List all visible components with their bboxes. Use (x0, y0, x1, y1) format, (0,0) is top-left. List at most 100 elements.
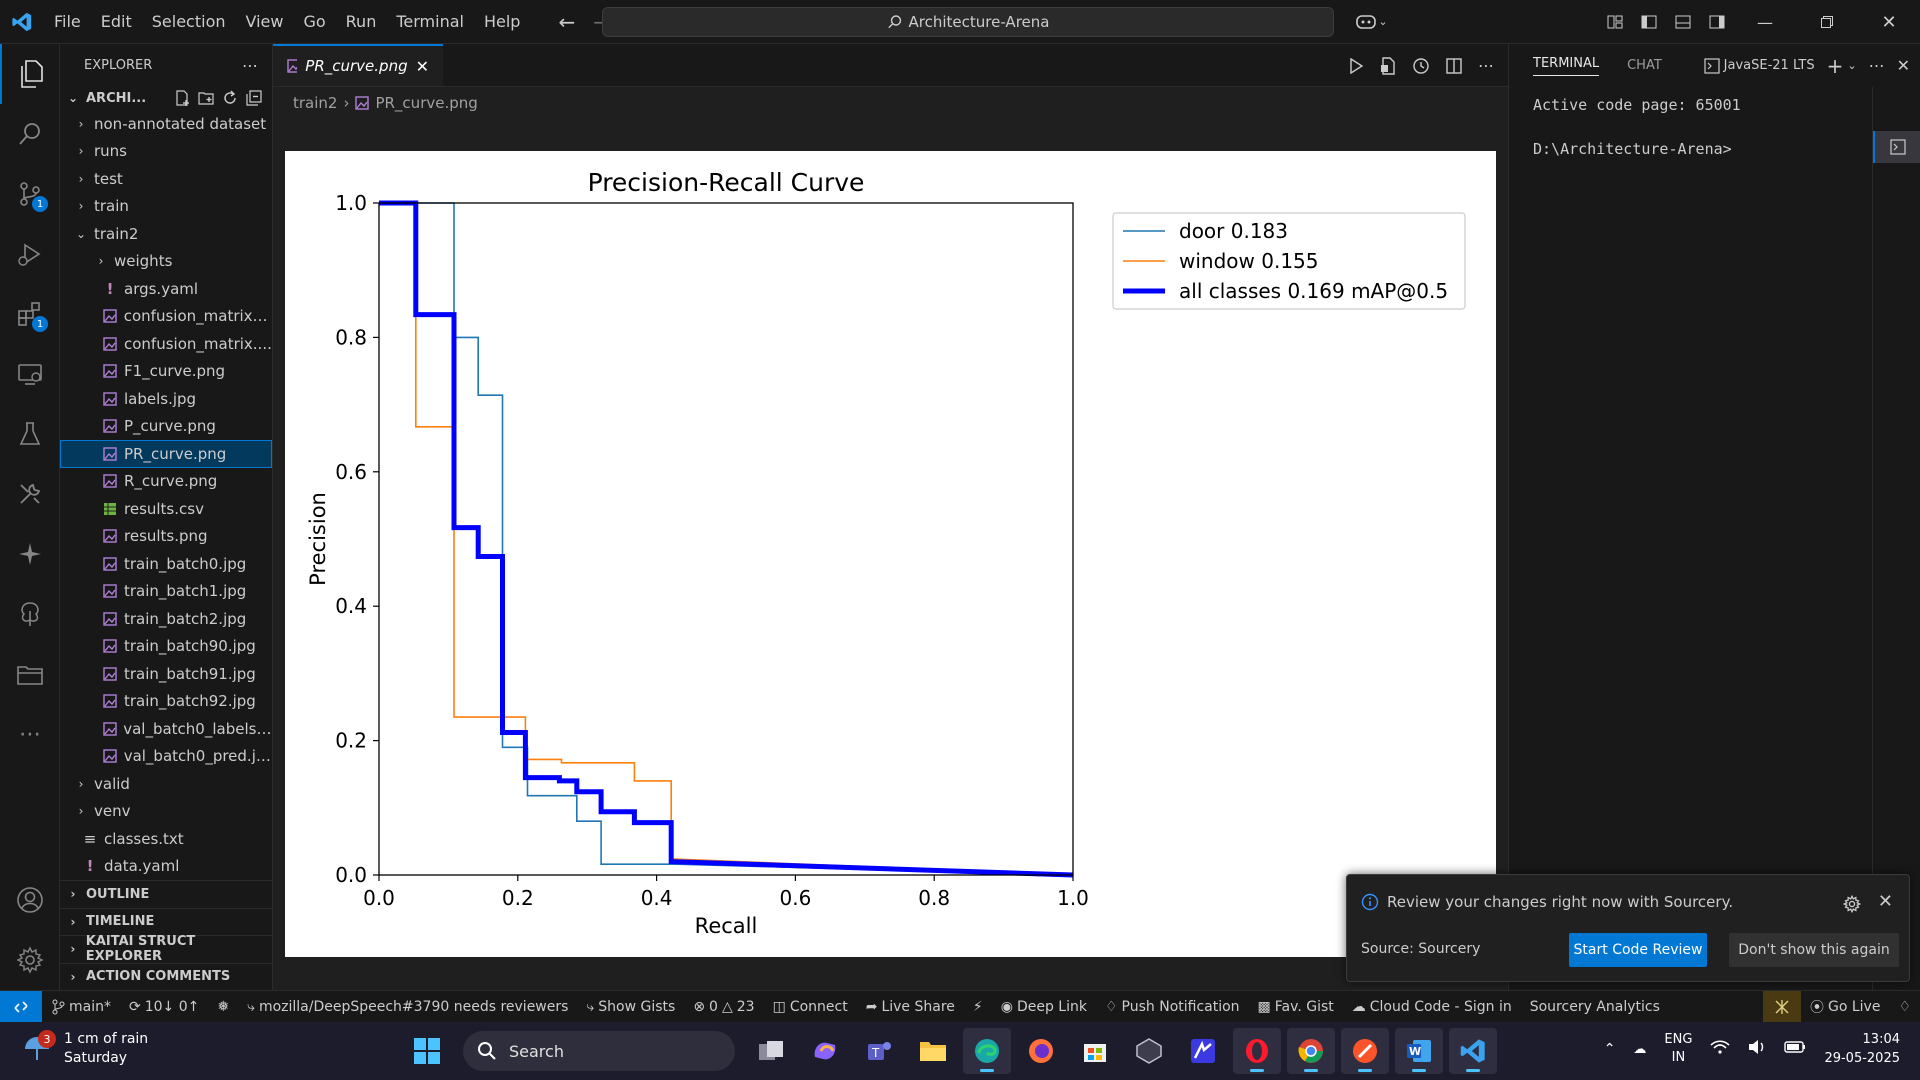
show-gists[interactable]: ⤷ Show Gists (577, 999, 684, 1015)
firefox-icon[interactable] (1017, 1028, 1065, 1074)
tree-folder[interactable]: › venv (60, 798, 272, 826)
tree-file[interactable]: F1_curve.png (60, 358, 272, 386)
tree-folder[interactable]: › train (60, 193, 272, 221)
menu-selection[interactable]: Selection (151, 11, 226, 31)
close-window-icon[interactable]: ✕ (1881, 11, 1897, 33)
restore-icon[interactable] (1796, 0, 1858, 44)
menu-view[interactable]: View (245, 11, 284, 31)
tree-file[interactable]: train_batch91.jpg (60, 660, 272, 688)
weather-widget[interactable]: 3 1 cm of rain Saturday (22, 1030, 148, 1068)
terminal-instance-icon[interactable] (1873, 131, 1920, 163)
tab-chat[interactable]: CHAT (1627, 58, 1662, 73)
editor-more-icon[interactable]: ⋯ (1478, 56, 1494, 75)
tab-terminal[interactable]: TERMINAL (1533, 56, 1600, 76)
pull-request[interactable]: ⤷ mozilla/DeepSpeech#3790 needs reviewer… (238, 999, 577, 1015)
tree-folder[interactable]: › valid (60, 770, 272, 798)
tree-file[interactable]: ≡ classes.txt (60, 825, 272, 853)
go-live[interactable]: ⦿ Go Live (1801, 997, 1889, 1017)
clock[interactable]: 13:04 29-05-2025 (1824, 1030, 1900, 1068)
battery-icon[interactable] (1784, 1040, 1806, 1058)
taskbar-search[interactable]: Search (463, 1031, 735, 1071)
more-icon[interactable]: ⋯ (19, 721, 41, 747)
terminal-output[interactable]: Active code page: 65001 D:\Architecture-A… (1533, 94, 1741, 160)
tree-file[interactable]: train_batch90.jpg (60, 633, 272, 661)
tree-file[interactable]: results.csv (60, 495, 272, 523)
language-indicator[interactable]: ENG IN (1664, 1031, 1692, 1067)
tree-folder[interactable]: ⌄ train2 (60, 220, 272, 248)
menu-run[interactable]: Run (345, 11, 377, 31)
onedrive-offline-icon[interactable]: ☁ (1633, 1041, 1647, 1057)
tree-file[interactable]: val_batch0_labels.j... (60, 715, 272, 743)
copilot-icon[interactable] (1346, 0, 1386, 44)
terminal-chevron-down-icon[interactable]: ⌄ (1847, 59, 1857, 72)
section-timeline[interactable]: › TIMELINE (60, 907, 273, 936)
collapse-all-icon[interactable] (246, 90, 262, 106)
tools-icon[interactable] (0, 464, 60, 524)
terminal-shell-label[interactable]: JavaSE-21 LTS (1723, 58, 1815, 73)
chrome-icon[interactable] (1287, 1028, 1335, 1074)
split-editor-icon[interactable] (1446, 57, 1462, 74)
tree-file[interactable]: train_batch0.jpg (60, 550, 272, 578)
dont-show-again-button[interactable]: Don't show this again (1729, 933, 1899, 967)
push-notification[interactable]: ♢ Push Notification (1096, 999, 1249, 1015)
breadcrumb-file[interactable]: PR_curve.png (375, 94, 478, 112)
new-file-icon[interactable] (174, 90, 190, 106)
copilot-app-icon[interactable] (801, 1028, 849, 1074)
menu-file[interactable]: File (54, 11, 81, 31)
tray-chevron-up-icon[interactable]: ⌃ (1603, 1041, 1616, 1057)
menu-edit[interactable]: Edit (100, 11, 132, 31)
panel-more-icon[interactable]: ⋯ (1868, 56, 1885, 75)
new-terminal-plus-icon[interactable]: + (1826, 53, 1844, 78)
notifications-bell-icon[interactable]: ♢ (1898, 998, 1911, 1015)
menu-help[interactable]: Help (483, 11, 521, 31)
run-icon[interactable] (1348, 57, 1364, 74)
tree-file[interactable]: ! args.yaml (60, 275, 272, 303)
close-tab-icon[interactable]: ✕ (415, 56, 429, 76)
close-panel-icon[interactable]: ✕ (1896, 56, 1910, 75)
copilot-chevron-down-icon[interactable]: ⌄ (1378, 15, 1388, 28)
opera-icon[interactable] (1233, 1028, 1281, 1074)
tree-file[interactable]: P_curve.png (60, 413, 272, 441)
tree-file[interactable]: ! data.yaml (60, 853, 272, 881)
brave-icon[interactable] (1341, 1028, 1389, 1074)
explorer-more-icon[interactable]: ⋯ (242, 55, 258, 75)
tab-pr-curve[interactable]: PR_curve.png ✕ (273, 44, 443, 86)
toggle-secondary-sidebar-icon[interactable] (1700, 0, 1734, 44)
customize-layout-icon[interactable] (1598, 0, 1632, 44)
remote-explorer-icon[interactable] (0, 344, 60, 404)
sourcery-analytics[interactable]: Sourcery Analytics (1521, 999, 1669, 1015)
menu-go[interactable]: Go (303, 11, 326, 31)
remote-indicator-icon[interactable] (0, 990, 42, 1023)
refresh-icon[interactable] (222, 90, 238, 106)
tree-folder[interactable]: › runs (60, 138, 272, 166)
live-share[interactable]: ➦ Live Share (857, 999, 964, 1015)
tree-file[interactable]: train_batch1.jpg (60, 578, 272, 606)
tree-file[interactable]: labels.jpg (60, 385, 272, 413)
tree-folder[interactable]: › weights (60, 248, 272, 276)
notification-close-icon[interactable]: ✕ (1877, 891, 1893, 912)
tree-file[interactable]: PR_curve.png (60, 440, 272, 468)
toggle-primary-sidebar-icon[interactable] (1632, 0, 1666, 44)
tree-folder[interactable]: › non-annotated dataset (60, 110, 272, 138)
visual-studio-icon[interactable] (1179, 1028, 1227, 1074)
pointer-cursor-icon[interactable] (1762, 990, 1801, 1023)
breadcrumb-folder[interactable]: train2 (293, 94, 338, 112)
teams-icon[interactable]: T (855, 1028, 903, 1074)
git-sync[interactable]: ⟳ 10↓ 0↑ (120, 999, 208, 1015)
lightning[interactable]: ⚡ (964, 999, 992, 1015)
edge-icon[interactable] (963, 1028, 1011, 1074)
extensions-icon[interactable]: 1 (0, 284, 60, 344)
tree-file[interactable]: results.png (60, 523, 272, 551)
open-preview-icon[interactable] (1380, 56, 1396, 75)
notification-settings-gear-icon[interactable] (1843, 895, 1861, 913)
explorer-icon[interactable] (0, 44, 60, 104)
minimize-icon[interactable]: — (1757, 12, 1773, 32)
word-icon[interactable]: W (1395, 1028, 1443, 1074)
menu-terminal[interactable]: Terminal (396, 11, 464, 31)
deep-link[interactable]: ◉ Deep Link (992, 999, 1096, 1015)
new-folder-icon[interactable] (198, 90, 214, 106)
tree-file[interactable]: R_curve.png (60, 468, 272, 496)
sparkle-icon[interactable] (0, 524, 60, 584)
volume-icon[interactable] (1748, 1039, 1766, 1059)
section-kaitai-struct-explorer[interactable]: › KAITAI STRUCT EXPLORER (60, 934, 273, 964)
